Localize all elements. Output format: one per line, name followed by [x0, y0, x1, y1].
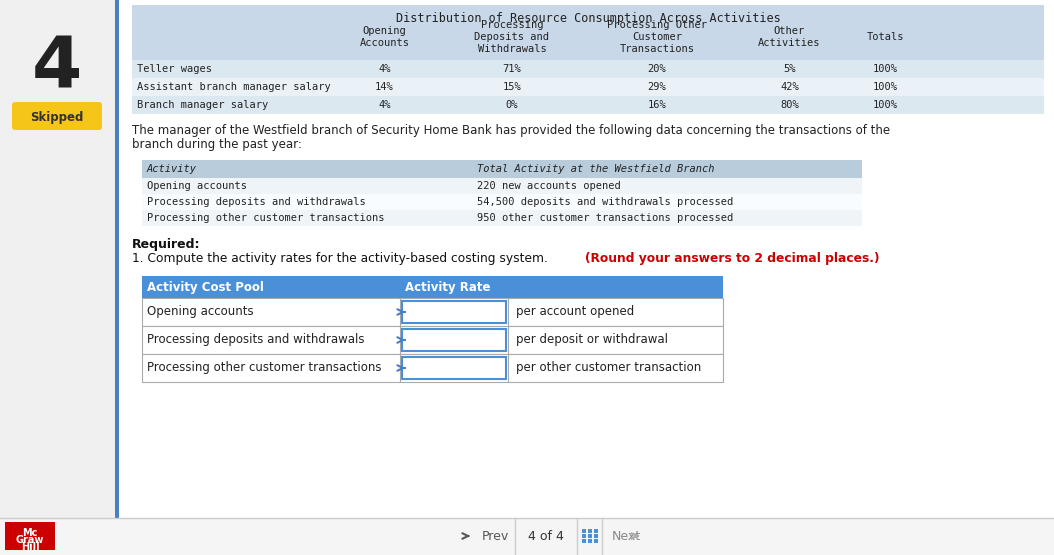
Bar: [142, 210, 862, 226]
Text: per deposit or withdrawal: per deposit or withdrawal: [516, 334, 668, 346]
Text: 16%: 16%: [647, 100, 666, 110]
Text: 15%: 15%: [503, 82, 522, 92]
Bar: [132, 5, 1045, 60]
Bar: [588, 529, 592, 533]
Text: Processing deposits and withdrawals: Processing deposits and withdrawals: [147, 197, 366, 207]
Text: (Round your answers to 2 decimal places.): (Round your answers to 2 decimal places.…: [585, 252, 879, 265]
Bar: [5, 522, 55, 550]
Text: Skipped: Skipped: [31, 110, 83, 124]
Text: 4%: 4%: [378, 64, 391, 74]
Text: Next: Next: [612, 529, 641, 542]
Bar: [588, 539, 592, 543]
Bar: [594, 534, 598, 538]
Bar: [142, 326, 723, 354]
Bar: [0, 518, 1054, 555]
Text: per account opened: per account opened: [516, 305, 635, 319]
Text: 220 new accounts opened: 220 new accounts opened: [477, 181, 621, 191]
Text: Processing
Deposits and
Withdrawals: Processing Deposits and Withdrawals: [474, 20, 549, 54]
Bar: [142, 298, 723, 326]
Text: Totals: Totals: [866, 32, 904, 42]
Text: 100%: 100%: [873, 82, 898, 92]
Bar: [142, 160, 862, 178]
Text: Total Activity at the Westfield Branch: Total Activity at the Westfield Branch: [477, 164, 715, 174]
Bar: [142, 276, 723, 298]
Text: Opening accounts: Opening accounts: [147, 305, 254, 319]
Text: Processing Other
Customer
Transactions: Processing Other Customer Transactions: [607, 20, 707, 54]
Text: Activity: Activity: [147, 164, 197, 174]
Bar: [594, 539, 598, 543]
Text: Activity Cost Pool: Activity Cost Pool: [147, 280, 264, 294]
Text: Required:: Required:: [132, 238, 200, 251]
Text: Opening
Accounts: Opening Accounts: [359, 26, 410, 48]
Text: 4%: 4%: [378, 100, 391, 110]
Bar: [582, 534, 586, 538]
Text: 80%: 80%: [780, 100, 799, 110]
Text: Graw: Graw: [16, 535, 44, 545]
Bar: [115, 0, 119, 555]
Text: Opening accounts: Opening accounts: [147, 181, 247, 191]
Text: 54,500 deposits and withdrawals processed: 54,500 deposits and withdrawals processe…: [477, 197, 734, 207]
Text: 0%: 0%: [506, 100, 519, 110]
Text: 950 other customer transactions processed: 950 other customer transactions processe…: [477, 213, 734, 223]
Text: 29%: 29%: [647, 82, 666, 92]
Bar: [132, 78, 1045, 96]
FancyBboxPatch shape: [12, 102, 102, 130]
Text: branch during the past year:: branch during the past year:: [132, 138, 301, 151]
Text: Activity Rate: Activity Rate: [405, 280, 490, 294]
Text: Mc: Mc: [22, 528, 38, 538]
Text: 100%: 100%: [873, 64, 898, 74]
Text: Other
Activities: Other Activities: [758, 26, 821, 48]
Text: Hill: Hill: [21, 542, 39, 552]
Text: Teller wages: Teller wages: [137, 64, 212, 74]
Text: Processing deposits and withdrawals: Processing deposits and withdrawals: [147, 334, 365, 346]
Bar: [142, 178, 862, 194]
Text: Processing other customer transactions: Processing other customer transactions: [147, 361, 382, 375]
Text: 4: 4: [32, 33, 82, 103]
Text: The manager of the Westfield branch of Security Home Bank has provided the follo: The manager of the Westfield branch of S…: [132, 124, 891, 137]
Text: 42%: 42%: [780, 82, 799, 92]
Text: 100%: 100%: [873, 100, 898, 110]
Bar: [402, 329, 506, 351]
Text: 14%: 14%: [375, 82, 394, 92]
Bar: [142, 194, 862, 210]
Bar: [402, 357, 506, 379]
Bar: [588, 534, 592, 538]
Bar: [132, 96, 1045, 114]
Text: 5%: 5%: [783, 64, 796, 74]
Bar: [402, 301, 506, 323]
Text: 20%: 20%: [647, 64, 666, 74]
Bar: [582, 539, 586, 543]
Text: 1. Compute the activity rates for the activity-based costing system.: 1. Compute the activity rates for the ac…: [132, 252, 551, 265]
Bar: [142, 354, 723, 382]
Text: Processing other customer transactions: Processing other customer transactions: [147, 213, 385, 223]
Text: 4 of 4: 4 of 4: [528, 529, 564, 542]
Text: 71%: 71%: [503, 64, 522, 74]
Bar: [582, 529, 586, 533]
Text: Distribution of Resource Consumption Across Activities: Distribution of Resource Consumption Acr…: [395, 12, 780, 25]
Bar: [0, 0, 115, 555]
Text: Assistant branch manager salary: Assistant branch manager salary: [137, 82, 331, 92]
Text: Prev: Prev: [482, 529, 509, 542]
Text: Branch manager salary: Branch manager salary: [137, 100, 269, 110]
Text: per other customer transaction: per other customer transaction: [516, 361, 701, 375]
Bar: [594, 529, 598, 533]
Bar: [132, 60, 1045, 78]
